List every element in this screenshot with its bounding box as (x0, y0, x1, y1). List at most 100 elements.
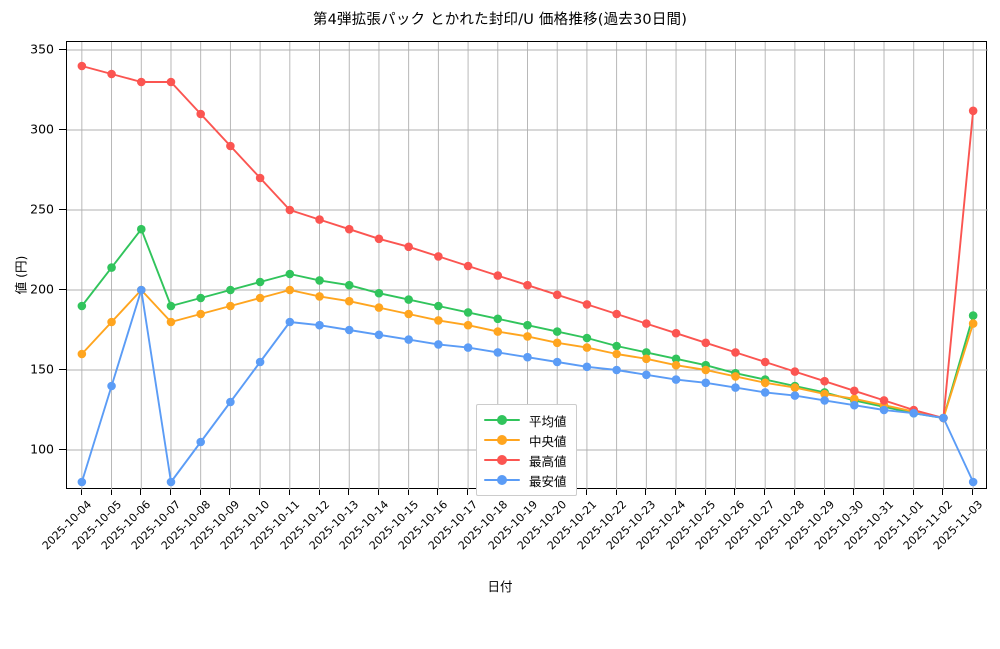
x-tick-mark (734, 489, 736, 495)
data-point (760, 357, 770, 367)
legend-item[interactable]: 平均値 (484, 410, 567, 430)
data-point (879, 396, 889, 405)
data-point (671, 354, 681, 364)
y-tick-label: 200 (30, 281, 54, 297)
data-point (731, 348, 740, 357)
x-tick-mark (318, 489, 320, 495)
data-point (166, 77, 176, 87)
x-tick-mark (912, 489, 914, 495)
data-point (285, 205, 295, 215)
legend-swatch-icon (484, 454, 520, 466)
x-tick-mark (615, 489, 617, 495)
x-tick-mark (80, 489, 82, 495)
data-point (790, 383, 800, 392)
data-point (731, 383, 740, 392)
legend-label: 中央値 (529, 433, 567, 449)
data-point (285, 317, 295, 327)
data-point (671, 328, 681, 338)
x-tick-mark (169, 489, 171, 495)
data-point (493, 314, 503, 324)
data-point (344, 325, 354, 335)
data-point (523, 280, 532, 290)
data-point (820, 396, 829, 405)
chart-legend: 平均値中央値 最高値 最安値 (476, 404, 577, 496)
data-point (374, 303, 384, 312)
data-point (463, 308, 473, 317)
x-tick-mark (675, 489, 677, 495)
plot-svg (67, 42, 988, 490)
data-point (255, 293, 265, 303)
legend-item[interactable]: 最安値 (484, 470, 567, 490)
y-tick-label: 300 (30, 121, 54, 137)
x-tick-mark (229, 489, 231, 495)
y-tick-label: 100 (30, 441, 54, 457)
x-axis-label: 日付 (487, 579, 513, 594)
data-point (552, 327, 562, 336)
data-point (166, 317, 176, 327)
data-point (285, 269, 295, 279)
x-tick-mark (972, 489, 974, 495)
data-point (255, 277, 265, 287)
data-point (701, 338, 711, 348)
x-tick-mark (883, 489, 885, 495)
x-tick-mark (585, 489, 587, 495)
data-point (136, 285, 146, 295)
data-point (404, 335, 413, 344)
chart-title: 第4弾拡張パック とかれた封印/U 価格推移(過去30日間) (312, 12, 688, 28)
data-point (196, 109, 205, 119)
x-tick-mark (942, 489, 944, 495)
data-point (196, 437, 205, 447)
data-point (285, 285, 295, 295)
data-point (226, 141, 235, 151)
data-point (107, 69, 116, 79)
legend-swatch-icon (484, 414, 520, 426)
y-tick-mark (59, 449, 66, 450)
x-tick-mark (764, 489, 766, 495)
x-tick-mark (199, 489, 201, 495)
data-point (404, 242, 413, 252)
data-point (582, 300, 592, 309)
data-point (523, 352, 532, 362)
legend-dot (497, 475, 507, 485)
data-point (107, 381, 116, 391)
y-tick-label: 250 (30, 201, 54, 217)
data-point (493, 327, 503, 336)
data-point (820, 376, 829, 386)
data-point (523, 320, 532, 330)
data-point (582, 343, 592, 352)
x-tick-mark (288, 489, 290, 495)
data-point (939, 413, 948, 423)
data-point (166, 301, 176, 311)
legend-item[interactable]: 中央値 (484, 430, 567, 450)
x-tick-mark (853, 489, 855, 495)
x-tick-mark (437, 489, 439, 495)
data-point (226, 397, 235, 407)
chart-root: 第4弾拡張パック とかれた封印/U 価格推移(過去30日間) 値 (円) 100… (14, 12, 988, 594)
data-point (255, 173, 265, 183)
data-point (493, 348, 503, 357)
data-point (850, 386, 859, 396)
data-point (77, 61, 87, 71)
data-point (77, 301, 87, 311)
data-point (196, 293, 205, 303)
x-tick-mark (407, 489, 409, 495)
data-point (612, 341, 621, 351)
data-point (760, 378, 770, 388)
data-point (642, 354, 651, 364)
data-point (463, 261, 473, 271)
data-point (463, 343, 473, 352)
data-point (850, 400, 859, 410)
data-point (226, 301, 235, 311)
data-point (642, 370, 651, 380)
data-point (463, 320, 473, 330)
data-point (968, 319, 978, 328)
x-tick-mark (348, 489, 350, 495)
x-tick-mark (645, 489, 647, 495)
data-point (582, 362, 592, 372)
data-point (552, 338, 562, 348)
legend-item[interactable]: 最高値 (484, 450, 567, 470)
data-point (909, 408, 919, 418)
legend-swatch-icon (484, 474, 520, 486)
data-point (374, 234, 384, 244)
data-point (493, 271, 503, 280)
